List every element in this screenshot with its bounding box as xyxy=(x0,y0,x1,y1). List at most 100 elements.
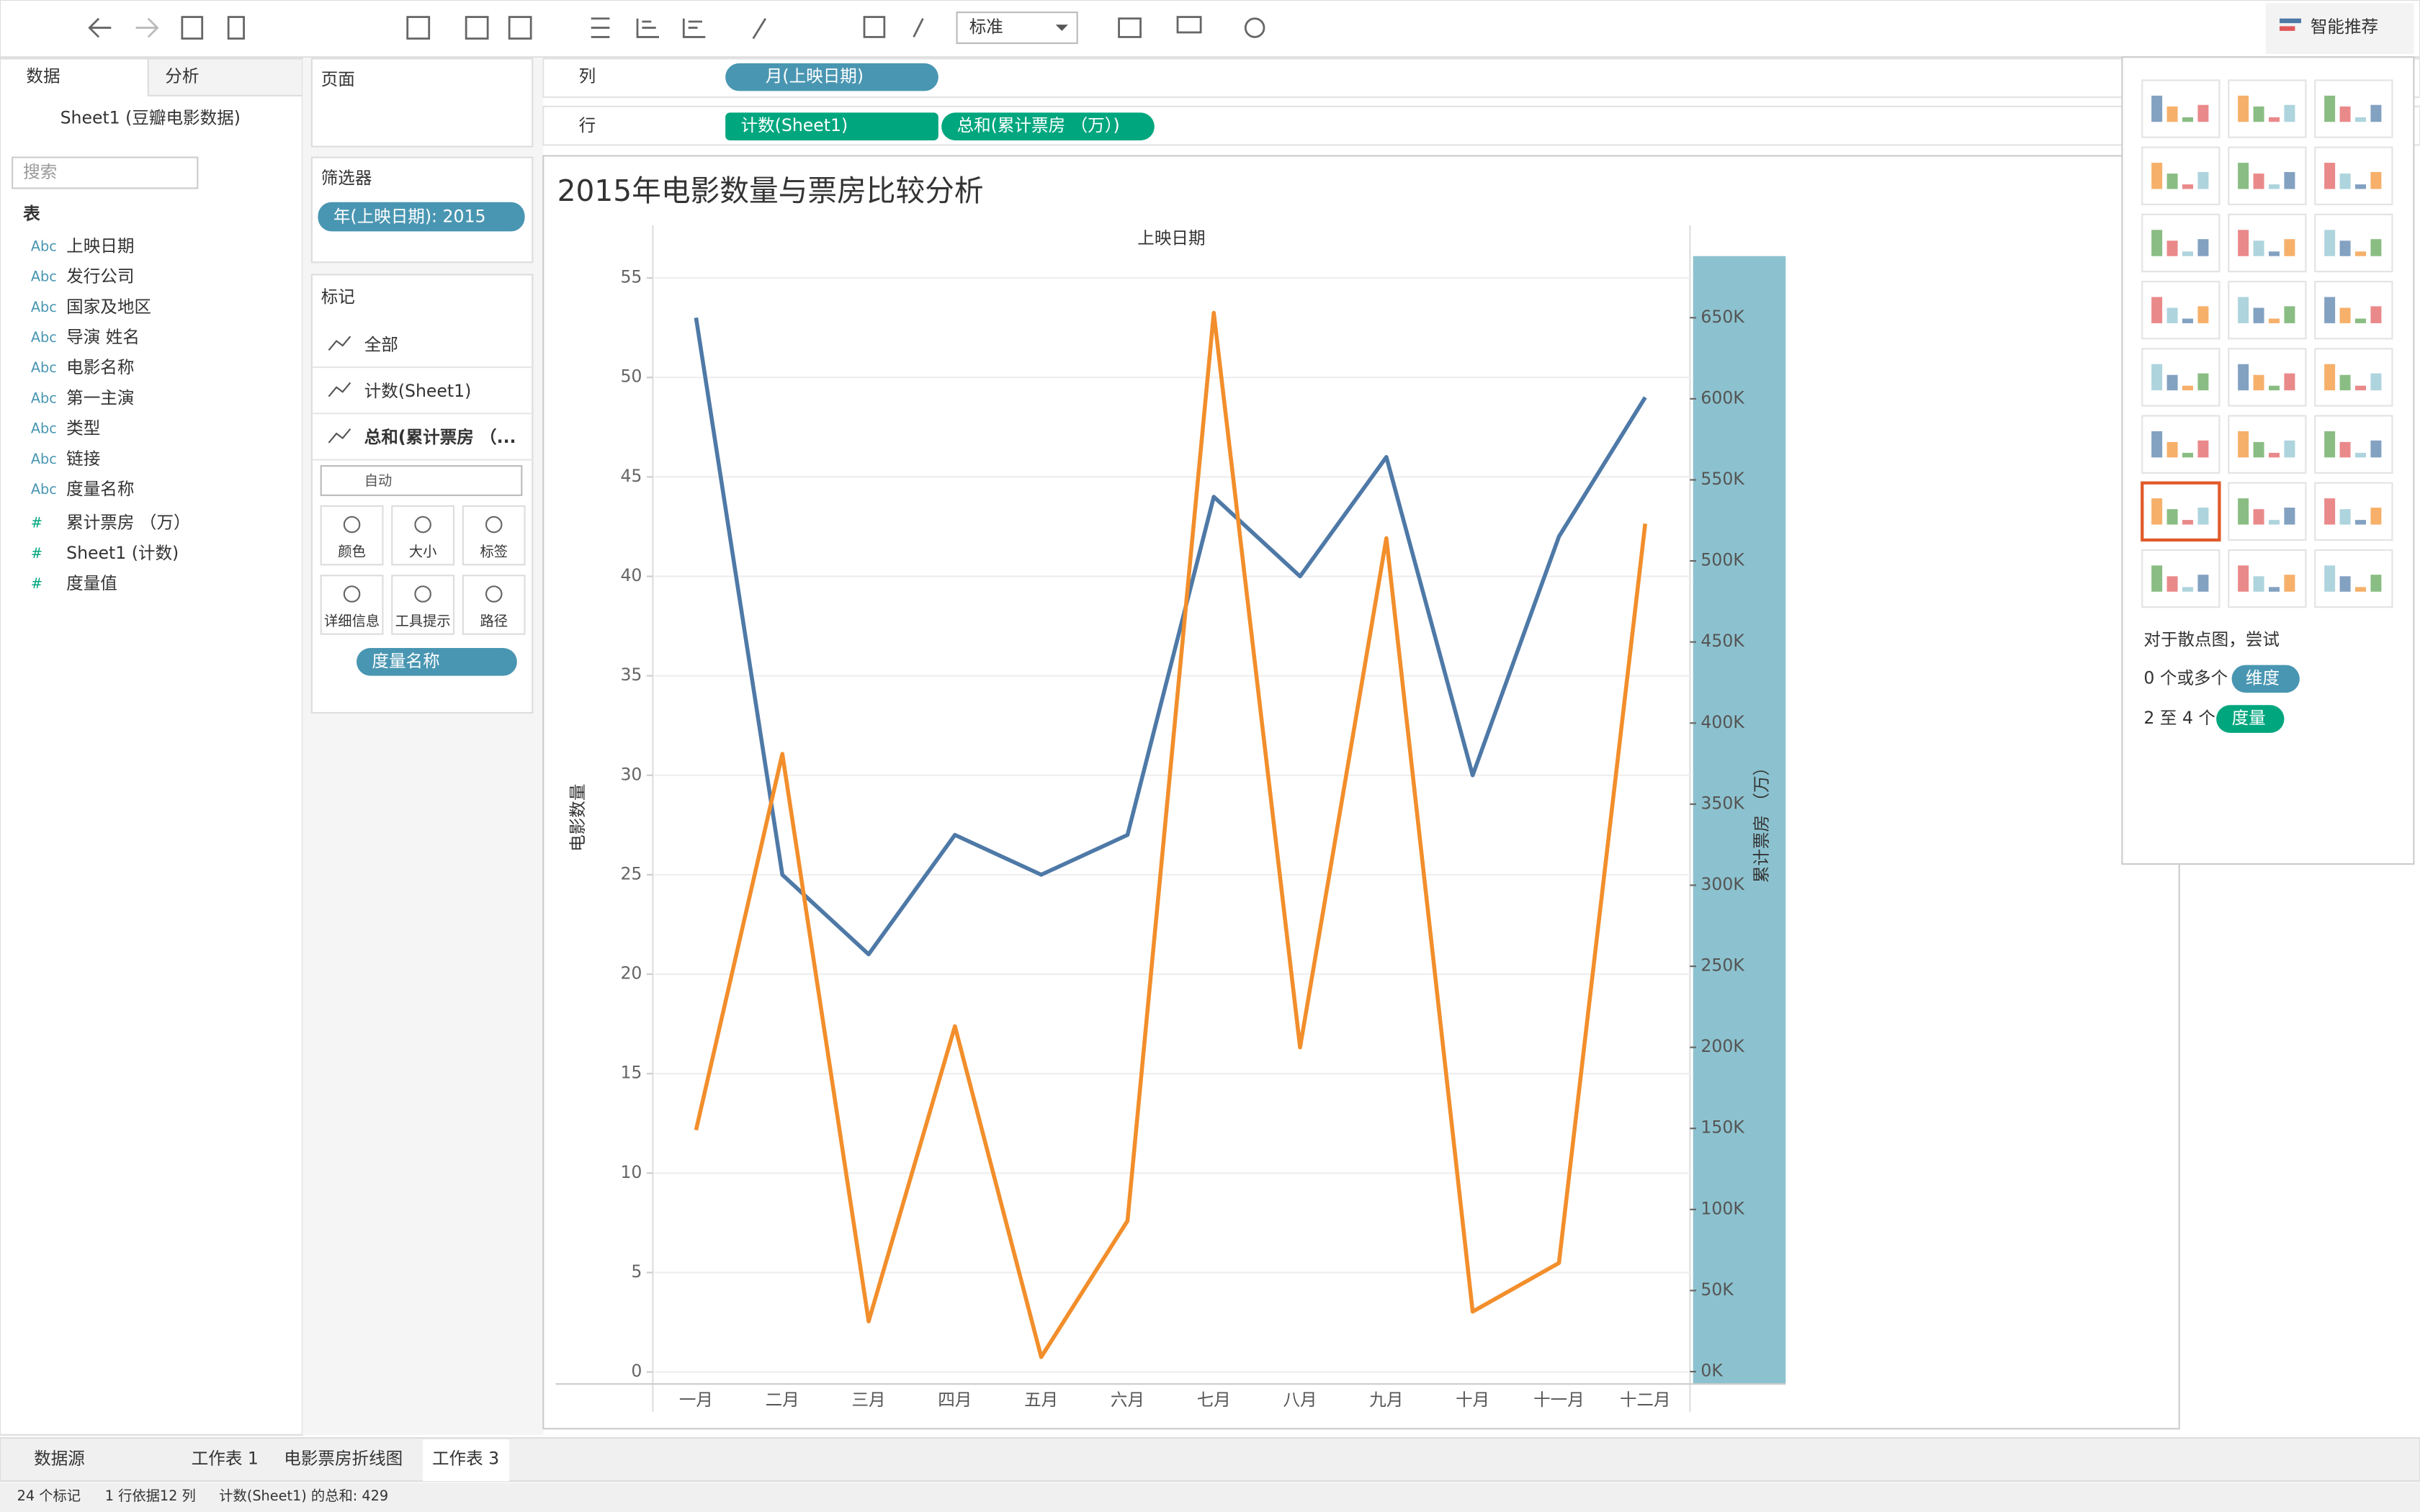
mark-button-icon xyxy=(414,585,431,603)
dim-pill xyxy=(2231,665,2300,693)
mark-button-icon xyxy=(485,516,503,534)
color-pill[interactable] xyxy=(357,648,517,676)
rows-pill[interactable] xyxy=(725,112,938,140)
thumbnail-glyph xyxy=(2324,230,2336,256)
mark-row-icon xyxy=(328,382,351,397)
y2-tick-label: 300K xyxy=(1700,874,1744,894)
filter-pill[interactable] xyxy=(318,202,525,232)
show-me-mea-text: 2 至 4 个 xyxy=(2143,708,2215,728)
y-tick-label: 35 xyxy=(620,665,642,685)
field-name[interactable]: 度量名称 xyxy=(66,479,134,499)
thumbnail-glyph xyxy=(2182,184,2193,189)
swap[interactable] xyxy=(591,17,610,38)
show-cards[interactable] xyxy=(1118,17,1142,38)
view-size-select[interactable] xyxy=(956,12,1078,45)
mark-row[interactable]: 全部 xyxy=(364,335,398,355)
mark-button[interactable] xyxy=(320,575,384,635)
x-tick-label: 六月 xyxy=(1111,1390,1144,1410)
mark-button[interactable] xyxy=(462,575,526,635)
y-tick-label: 5 xyxy=(631,1261,642,1282)
thumbnail-glyph xyxy=(2370,575,2382,592)
sheet-tab[interactable]: 工作表 1 xyxy=(192,1449,259,1469)
thumbnail-glyph xyxy=(2197,306,2209,323)
pin[interactable] xyxy=(913,18,924,38)
mark-type-select[interactable] xyxy=(320,465,523,496)
chart-title: 2015年电影数量与票房比较分析 xyxy=(557,174,984,208)
mark-button[interactable] xyxy=(391,505,455,566)
mark-row[interactable]: 计数(Sheet1) xyxy=(364,381,472,401)
columns-pill[interactable] xyxy=(725,63,938,91)
thumbnail-glyph xyxy=(2182,520,2193,525)
data-tab[interactable]: 数据 xyxy=(26,66,60,86)
mea-pill xyxy=(2216,705,2285,733)
field-name[interactable]: 度量值 xyxy=(66,573,117,593)
thumbnail-glyph xyxy=(2355,520,2366,525)
thumbnail-glyph xyxy=(2370,440,2382,458)
mark-button-label: 详细信息 xyxy=(324,613,380,629)
data-source[interactable]: Sheet1 (豆瓣电影数据) xyxy=(60,108,241,128)
field-icon: Abc xyxy=(31,420,57,437)
field-name[interactable]: Sheet1 (计数) xyxy=(66,543,179,563)
filters-title: 筛选器 xyxy=(321,168,372,188)
clear-sheet[interactable] xyxy=(508,16,532,40)
y2-tick-label: 650K xyxy=(1700,307,1744,327)
field-name[interactable]: 电影名称 xyxy=(66,357,134,377)
thumbnail-glyph xyxy=(2166,240,2178,256)
field-icon: # xyxy=(31,545,42,562)
new-ds[interactable] xyxy=(227,16,245,40)
field-name[interactable]: 类型 xyxy=(66,418,100,438)
thumbnail-glyph xyxy=(2284,373,2295,391)
dup-sheet[interactable] xyxy=(465,16,489,40)
analysis-tab[interactable] xyxy=(147,58,304,96)
forward[interactable] xyxy=(135,17,159,38)
field-name[interactable]: 导演 姓名 xyxy=(66,327,140,347)
thumbnail-glyph xyxy=(2324,431,2336,458)
save[interactable] xyxy=(181,16,204,40)
y-tick-label: 20 xyxy=(620,963,642,984)
thumbnail-glyph xyxy=(2166,307,2178,323)
back[interactable] xyxy=(88,17,112,38)
field-name[interactable]: 上映日期 xyxy=(66,235,134,256)
sheet-tab[interactable]: 数据源 xyxy=(34,1449,85,1469)
mark-row[interactable]: 总和(累计票房 （... xyxy=(364,427,516,447)
presentation[interactable] xyxy=(1176,16,1202,34)
sort-asc[interactable] xyxy=(636,18,659,38)
field-name[interactable]: 链接 xyxy=(66,449,100,469)
thumbnail-glyph xyxy=(2355,117,2366,122)
sheet-tab[interactable]: 电影票房折线图 xyxy=(284,1449,403,1469)
y2-tick-label: 350K xyxy=(1700,793,1744,813)
thumbnail-glyph xyxy=(2253,307,2264,323)
view-size: 标准 xyxy=(969,17,1003,37)
mark-button[interactable] xyxy=(320,505,384,566)
share[interactable] xyxy=(1244,17,1265,38)
highlight[interactable] xyxy=(752,17,767,40)
thumbnail-glyph xyxy=(2182,587,2193,592)
x-header: 上映日期 xyxy=(1137,228,1205,248)
thumbnail-glyph xyxy=(2284,306,2295,323)
field-name[interactable]: 国家及地区 xyxy=(66,297,151,317)
thumbnail-glyph xyxy=(2253,106,2264,122)
search-box[interactable] xyxy=(12,156,199,189)
thumbnail-glyph xyxy=(2324,297,2336,323)
section-label: 表 xyxy=(23,203,40,223)
field-name[interactable]: 第一主演 xyxy=(66,387,134,408)
sheet-tab[interactable]: 工作表 3 xyxy=(432,1449,499,1469)
label-btn[interactable] xyxy=(863,16,886,38)
mark-button[interactable] xyxy=(462,505,526,566)
mark-button-icon xyxy=(485,585,503,603)
new-sheet[interactable] xyxy=(406,16,431,40)
thumbnail-glyph xyxy=(2197,104,2209,122)
sort-desc[interactable] xyxy=(682,18,706,38)
columns-label: 列 xyxy=(579,66,596,86)
thumbnail-glyph xyxy=(2238,498,2249,525)
rows-pill[interactable] xyxy=(941,112,1155,140)
thumbnail-glyph xyxy=(2339,106,2351,122)
thumbnail-glyph xyxy=(2339,307,2351,323)
field-name[interactable]: 累计票房 （万） xyxy=(66,513,190,533)
toolbar xyxy=(0,0,2420,58)
field-name[interactable]: 发行公司 xyxy=(66,266,134,287)
pages-card xyxy=(310,58,534,148)
series-line xyxy=(694,310,1648,1359)
analysis-tab-label[interactable]: 分析 xyxy=(165,66,199,86)
mark-button[interactable] xyxy=(391,575,455,635)
